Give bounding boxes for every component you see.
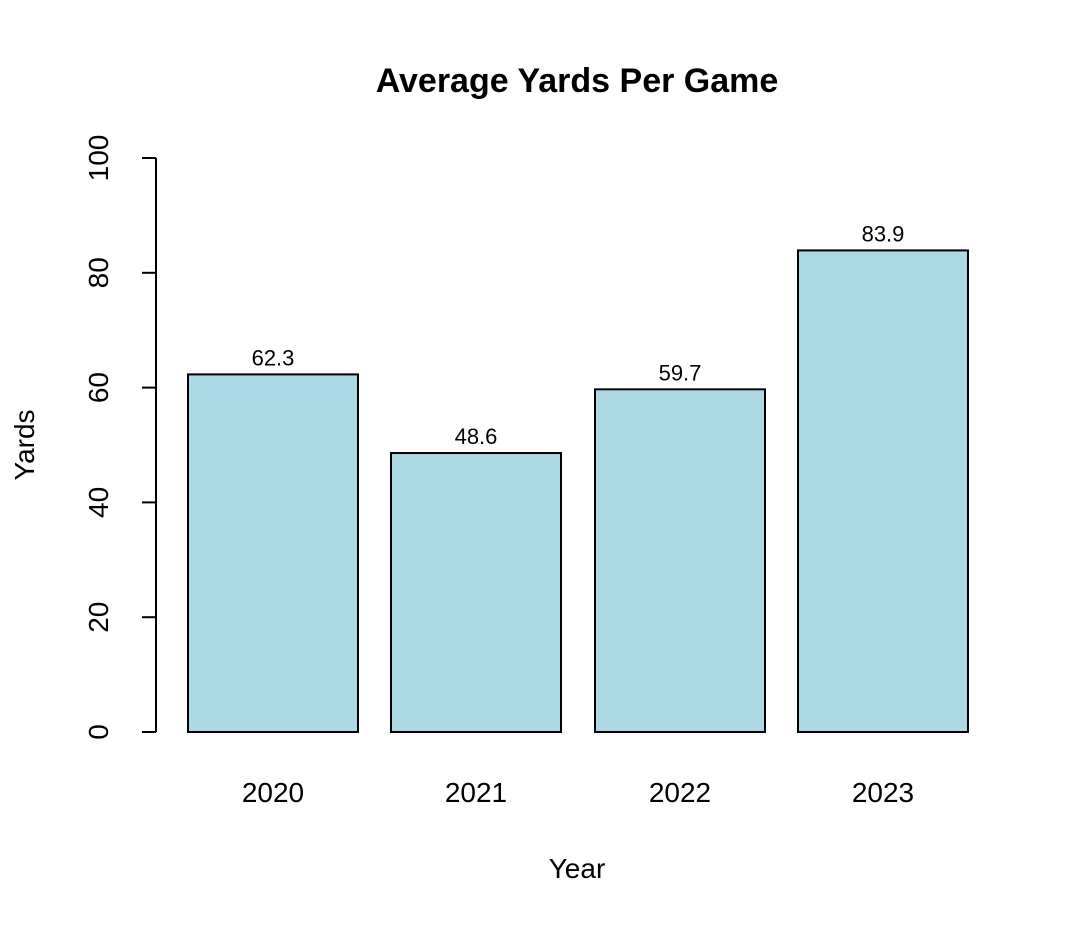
y-tick-label: 80 xyxy=(83,257,114,288)
bar-value-label: 62.3 xyxy=(252,345,295,370)
y-tick-label: 40 xyxy=(83,487,114,518)
y-tick-label: 20 xyxy=(83,602,114,633)
bar xyxy=(594,388,766,733)
bar-value-label: 83.9 xyxy=(862,221,905,246)
y-tick-label: 0 xyxy=(83,724,114,740)
data-labels: 62.3 48.6 59.7 83.9 xyxy=(252,221,905,449)
bars xyxy=(187,249,969,733)
x-tick-label: 2020 xyxy=(242,777,304,808)
x-tick-label: 2023 xyxy=(852,777,914,808)
bar-value-label: 48.6 xyxy=(455,424,498,449)
y-axis: 0 20 40 60 80 100 xyxy=(83,135,157,740)
y-axis-label: Yards xyxy=(9,409,40,480)
bar xyxy=(797,249,969,733)
bar xyxy=(390,452,562,733)
bar xyxy=(187,373,359,733)
x-axis-label: Year xyxy=(549,853,606,884)
chart-title: Average Yards Per Game xyxy=(376,62,779,100)
y-tick-label: 60 xyxy=(83,372,114,403)
x-tick-label: 2022 xyxy=(649,777,711,808)
y-tick-label: 100 xyxy=(83,135,114,182)
bar-value-label: 59.7 xyxy=(659,360,702,385)
x-tick-labels: 2020 2021 2022 2023 xyxy=(242,777,914,808)
x-tick-label: 2021 xyxy=(445,777,507,808)
